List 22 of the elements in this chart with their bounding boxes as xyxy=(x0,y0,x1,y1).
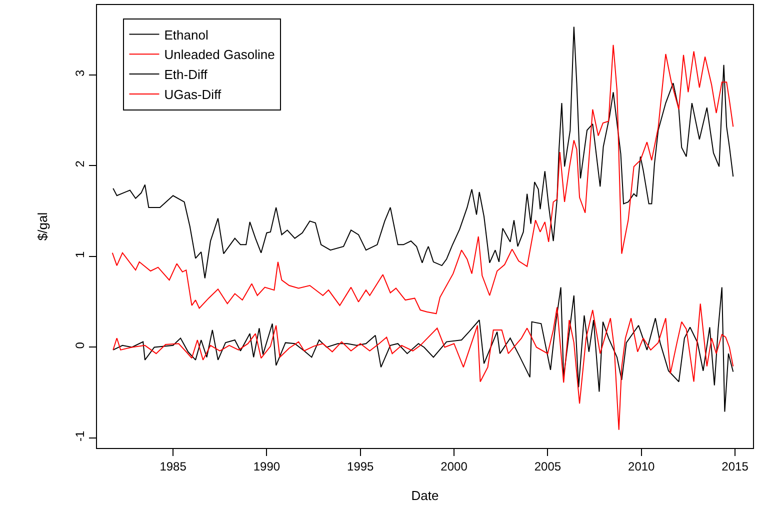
y-tick-label: 2 xyxy=(73,160,88,168)
legend-label: Eth-Diff xyxy=(164,67,208,82)
legend-label: UGas-Diff xyxy=(164,87,222,102)
x-tick-label: 2005 xyxy=(534,459,562,474)
y-tick-label: -1 xyxy=(73,430,88,442)
y-tick-label: 0 xyxy=(73,342,88,349)
x-axis-title: Date xyxy=(411,488,439,503)
legend-label: Unleaded Gasoline xyxy=(164,47,275,62)
line-series xyxy=(112,286,734,412)
x-tick-label: 1995 xyxy=(347,459,374,474)
y-axis-title: $/gal xyxy=(35,212,50,241)
x-tick-label: 2015 xyxy=(722,459,749,474)
y-tick-label: 1 xyxy=(73,251,88,258)
line-series xyxy=(112,26,734,279)
x-tick-label: 1990 xyxy=(253,459,280,474)
legend-label: Ethanol xyxy=(164,27,208,42)
x-tick-label: 1985 xyxy=(160,459,187,474)
x-tick-label: 2010 xyxy=(628,459,656,474)
line-series xyxy=(112,303,734,430)
line-series xyxy=(112,44,734,314)
y-tick-label: 3 xyxy=(73,69,88,76)
x-tick-label: 2000 xyxy=(440,459,468,474)
